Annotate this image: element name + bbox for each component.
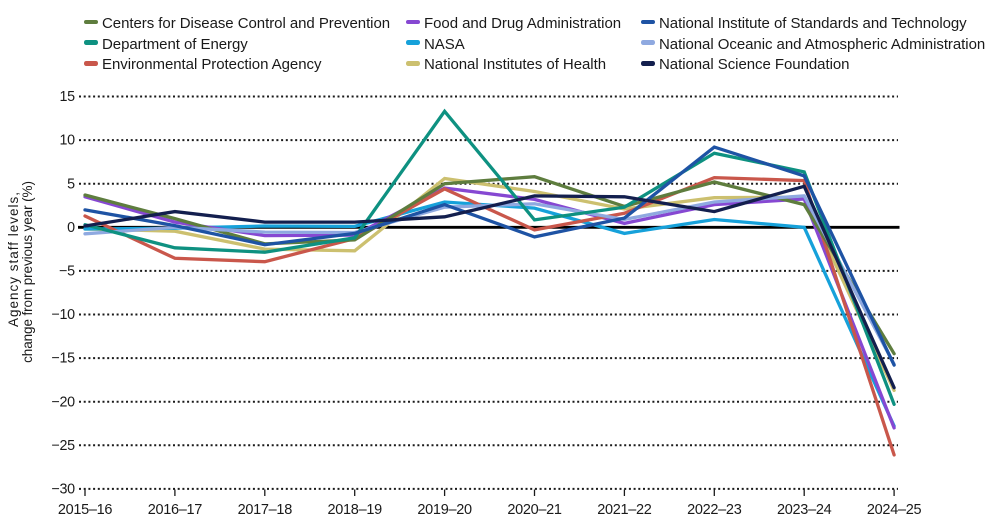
svg-text:2016–17: 2016–17 — [148, 502, 203, 518]
svg-text:Agency staff levels,: Agency staff levels, — [6, 191, 21, 327]
svg-text:−30: −30 — [51, 482, 75, 498]
svg-text:2020–21: 2020–21 — [507, 502, 562, 518]
svg-text:−10: −10 — [51, 307, 75, 323]
svg-text:−25: −25 — [51, 438, 75, 454]
svg-text:2022–23: 2022–23 — [687, 502, 742, 518]
svg-text:change from previous year (%): change from previous year (%) — [20, 181, 35, 363]
svg-text:10: 10 — [59, 133, 75, 149]
svg-text:−5: −5 — [59, 264, 75, 280]
svg-text:−20: −20 — [51, 394, 75, 410]
svg-text:2018–19: 2018–19 — [328, 502, 383, 518]
svg-text:2024–25: 2024–25 — [867, 502, 922, 518]
svg-text:0: 0 — [67, 220, 75, 236]
svg-text:2017–18: 2017–18 — [238, 502, 293, 518]
svg-text:5: 5 — [67, 176, 75, 192]
svg-text:2021–22: 2021–22 — [597, 502, 652, 518]
svg-text:2015–16: 2015–16 — [58, 502, 113, 518]
svg-text:−15: −15 — [51, 351, 75, 367]
svg-text:15: 15 — [59, 89, 75, 105]
svg-text:2023–24: 2023–24 — [777, 502, 832, 518]
svg-text:2019–20: 2019–20 — [417, 502, 472, 518]
